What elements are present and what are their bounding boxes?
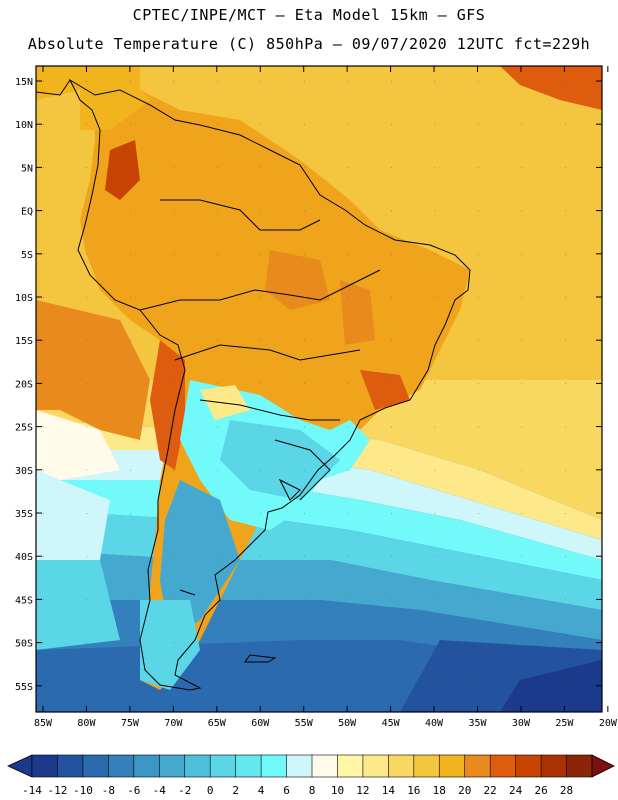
- lon-label: 40W: [425, 718, 444, 729]
- lon-label: 20W: [599, 718, 618, 729]
- colorbar-arrow-low: [7, 754, 33, 778]
- colorbar-swatch: [311, 754, 339, 778]
- lon-label: 25W: [555, 718, 574, 729]
- lon-label: 65W: [208, 718, 227, 729]
- colorbar-swatch: [133, 754, 160, 778]
- colorbar-label: 14: [382, 784, 396, 797]
- colorbar-swatch: [286, 754, 313, 778]
- lat-label: 5N: [21, 163, 33, 174]
- lon-label: 75W: [121, 718, 140, 729]
- grid-dots: [36, 66, 602, 712]
- colorbar-label: 10: [331, 784, 344, 797]
- lat-label: 15N: [15, 77, 33, 88]
- lat-label: 5S: [21, 250, 33, 261]
- colorbar-label: 28: [560, 784, 573, 797]
- colorbar-arrow-high: [591, 754, 615, 778]
- lon-axis: 85W 80W 75W 70W 65W 60W 55W 50W 45W 40W 35W 30W 25W 2…: [34, 66, 618, 729]
- lon-label: 45W: [382, 718, 401, 729]
- colorbar-swatch: [57, 754, 84, 778]
- colorbar-swatch: [31, 754, 59, 778]
- lat-label: 10S: [15, 293, 33, 304]
- chart-title-line2: Absolute Temperature (C) 850hPa – 09/07/…: [27, 35, 591, 53]
- chart-title-line1: CPTEC/INPE/MCT – Eta Model 15km – GFS: [132, 6, 486, 24]
- lon-label: 55W: [295, 718, 314, 729]
- colorbar-label: 12: [356, 784, 369, 797]
- lon-label: 30W: [512, 718, 531, 729]
- colorbar-label: 26: [534, 784, 547, 797]
- lat-label: EQ: [21, 207, 33, 218]
- lon-label: 70W: [164, 718, 183, 729]
- colorbar-label: 24: [509, 784, 523, 797]
- map-frame: [35, 65, 603, 713]
- lat-label: 55S: [15, 682, 33, 693]
- colorbar-label: 2: [232, 784, 239, 797]
- lat-label: 25S: [15, 423, 33, 434]
- colorbar-label: -2: [178, 784, 191, 797]
- colorbar-label: 4: [258, 784, 265, 797]
- colorbar-swatch: [515, 754, 542, 778]
- lat-label: 50S: [15, 639, 33, 650]
- lon-label: 80W: [77, 718, 96, 729]
- colorbar-swatch: [235, 754, 262, 778]
- colorbar-swatch: [184, 754, 211, 778]
- lat-axis: 15N 10N 5N EQ 5S 10S 15S 20S 25S 30S 35S 40S 45S 50S 5…: [15, 77, 602, 693]
- lat-label: 20S: [15, 379, 33, 390]
- lon-label: 85W: [34, 718, 53, 729]
- colorbar-swatch: [566, 754, 593, 778]
- colorbar-swatch: [413, 754, 440, 778]
- lon-label: 60W: [251, 718, 270, 729]
- lat-label: 45S: [15, 595, 33, 606]
- colorbar-swatch: [489, 754, 517, 778]
- lat-label: 30S: [15, 466, 33, 477]
- colorbar-label: 20: [458, 784, 471, 797]
- colorbar-swatch: [260, 754, 288, 778]
- colorbar-swatch: [337, 754, 364, 778]
- colorbar-label: 8: [309, 784, 316, 797]
- colorbar-label: -10: [73, 784, 93, 797]
- colorbar-label: -4: [153, 784, 167, 797]
- colorbar-label: 6: [283, 784, 290, 797]
- colorbar: -14 -12 -10 -8 -6 -4 -2 0 2 4 6 8 10 12 14 16 18 20 22 24 26…: [7, 754, 615, 797]
- colorbar-label: 22: [484, 784, 497, 797]
- colorbar-swatch: [82, 754, 109, 778]
- colorbar-label: -12: [48, 784, 68, 797]
- colorbar-swatch: [362, 754, 389, 778]
- lat-label: 35S: [15, 509, 33, 520]
- colorbar-swatch: [209, 754, 237, 778]
- lat-label: 15S: [15, 336, 33, 347]
- colorbar-swatch: [108, 754, 135, 778]
- colorbar-label: 16: [407, 784, 420, 797]
- colorbar-swatch: [388, 754, 415, 778]
- colorbar-label: 18: [433, 784, 446, 797]
- colorbar-label: -14: [22, 784, 42, 797]
- colorbar-label: 0: [207, 784, 214, 797]
- lon-label: 50W: [338, 718, 357, 729]
- colorbar-label: -8: [102, 784, 115, 797]
- colorbar-swatch: [438, 754, 466, 778]
- colorbar-swatch: [540, 754, 568, 778]
- lat-label: 10N: [15, 120, 33, 131]
- lon-label: 35W: [468, 718, 487, 729]
- colorbar-swatch: [158, 754, 186, 778]
- colorbar-swatch: [464, 754, 491, 778]
- colorbar-label: -6: [127, 784, 140, 797]
- lat-label: 40S: [15, 552, 33, 563]
